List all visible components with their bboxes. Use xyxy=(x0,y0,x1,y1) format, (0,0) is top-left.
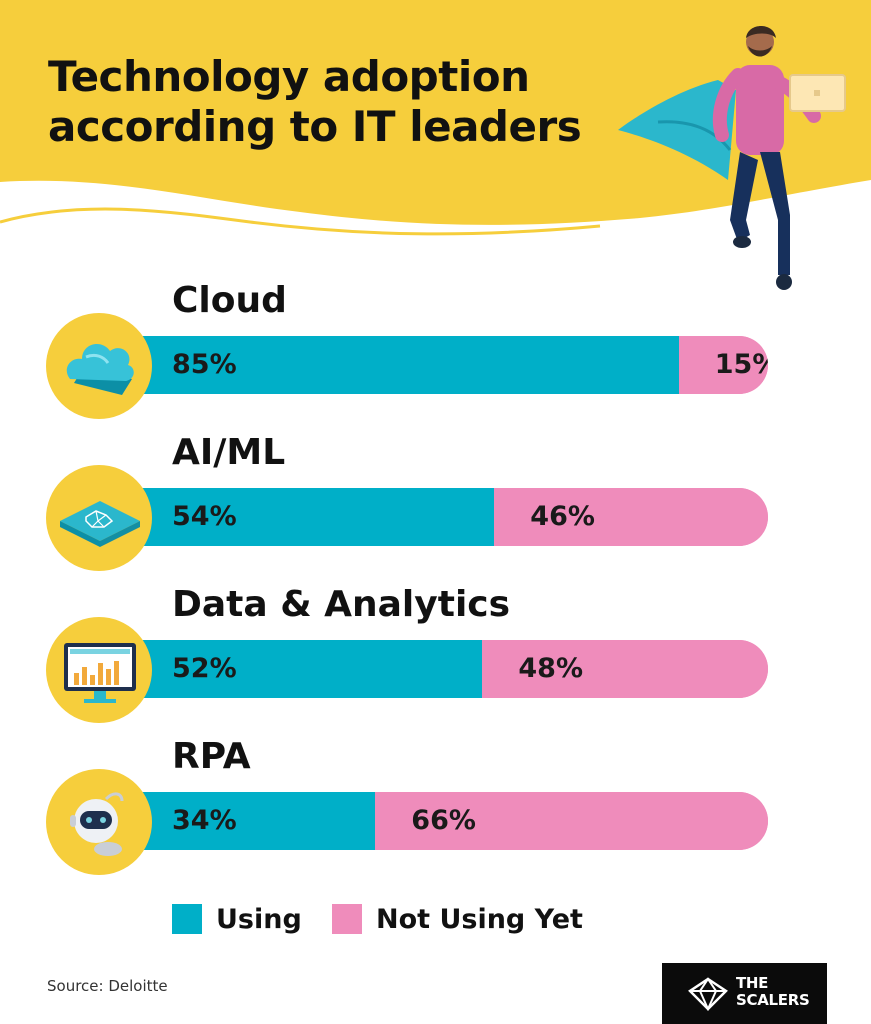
stacked-bar: 34% 66% xyxy=(118,792,768,850)
value-label-using: 34% xyxy=(172,805,237,836)
bar-row-data-analytics: Data & Analytics 52% 48% xyxy=(0,584,871,734)
brand-line-1: THE xyxy=(736,974,769,992)
cloud-icon xyxy=(46,313,152,419)
bar-segment-not-using xyxy=(375,792,768,850)
bar-segment-using xyxy=(118,792,376,850)
hero-illustration xyxy=(618,26,846,290)
bar-segment-not-using xyxy=(482,640,768,698)
chart-title: Technology adoption according to IT lead… xyxy=(48,52,582,152)
stacked-bar: 85% 15% xyxy=(118,336,768,394)
value-label-not-using: 66% xyxy=(411,805,476,836)
legend-swatch-not-using xyxy=(332,904,362,934)
bar-segment-not-using xyxy=(678,336,768,394)
stacked-bar: 54% 46% xyxy=(118,488,768,546)
bar-segment-using xyxy=(118,336,679,394)
category-label: RPA xyxy=(172,736,251,777)
brand-line-2: SCALERS xyxy=(736,991,810,1009)
title-line-2: according to IT leaders xyxy=(48,102,582,151)
bar-segment-not-using xyxy=(494,488,768,546)
ai-chip-icon xyxy=(46,465,152,571)
legend-label-using: Using xyxy=(216,904,302,935)
bar-segment-using xyxy=(118,488,495,546)
source-note: Source: Deloitte xyxy=(47,977,168,995)
analytics-monitor-icon xyxy=(46,617,152,723)
category-label: Data & Analytics xyxy=(172,584,511,625)
value-label-not-using: 48% xyxy=(518,653,584,684)
header-background xyxy=(0,0,871,236)
legend-swatch-using xyxy=(172,904,202,934)
value-label-using: 85% xyxy=(172,349,237,380)
bar-segment-using xyxy=(118,640,483,698)
value-label-using: 52% xyxy=(172,653,237,684)
legend-label-not-using: Not Using Yet xyxy=(376,904,583,935)
robot-icon xyxy=(46,769,152,875)
category-label: Cloud xyxy=(172,280,287,321)
stacked-bar: 52% 48% xyxy=(118,640,768,698)
bar-row-cloud: Cloud 85% 15% xyxy=(0,280,871,430)
bar-row-rpa: RPA 34% 66% xyxy=(0,736,871,886)
brand-wordmark: THE SCALERS xyxy=(736,975,820,1009)
category-label: AI/ML xyxy=(172,432,286,473)
diamond-logo-icon xyxy=(688,977,728,1011)
value-label-not-using: 15% xyxy=(714,349,768,380)
value-label-using: 54% xyxy=(172,501,237,532)
brand-logo: THE SCALERS xyxy=(662,963,827,1024)
title-line-1: Technology adoption xyxy=(48,52,530,101)
bar-row-ai-ml: AI/ML 54% 46% xyxy=(0,432,871,582)
value-label-not-using: 46% xyxy=(530,501,595,532)
